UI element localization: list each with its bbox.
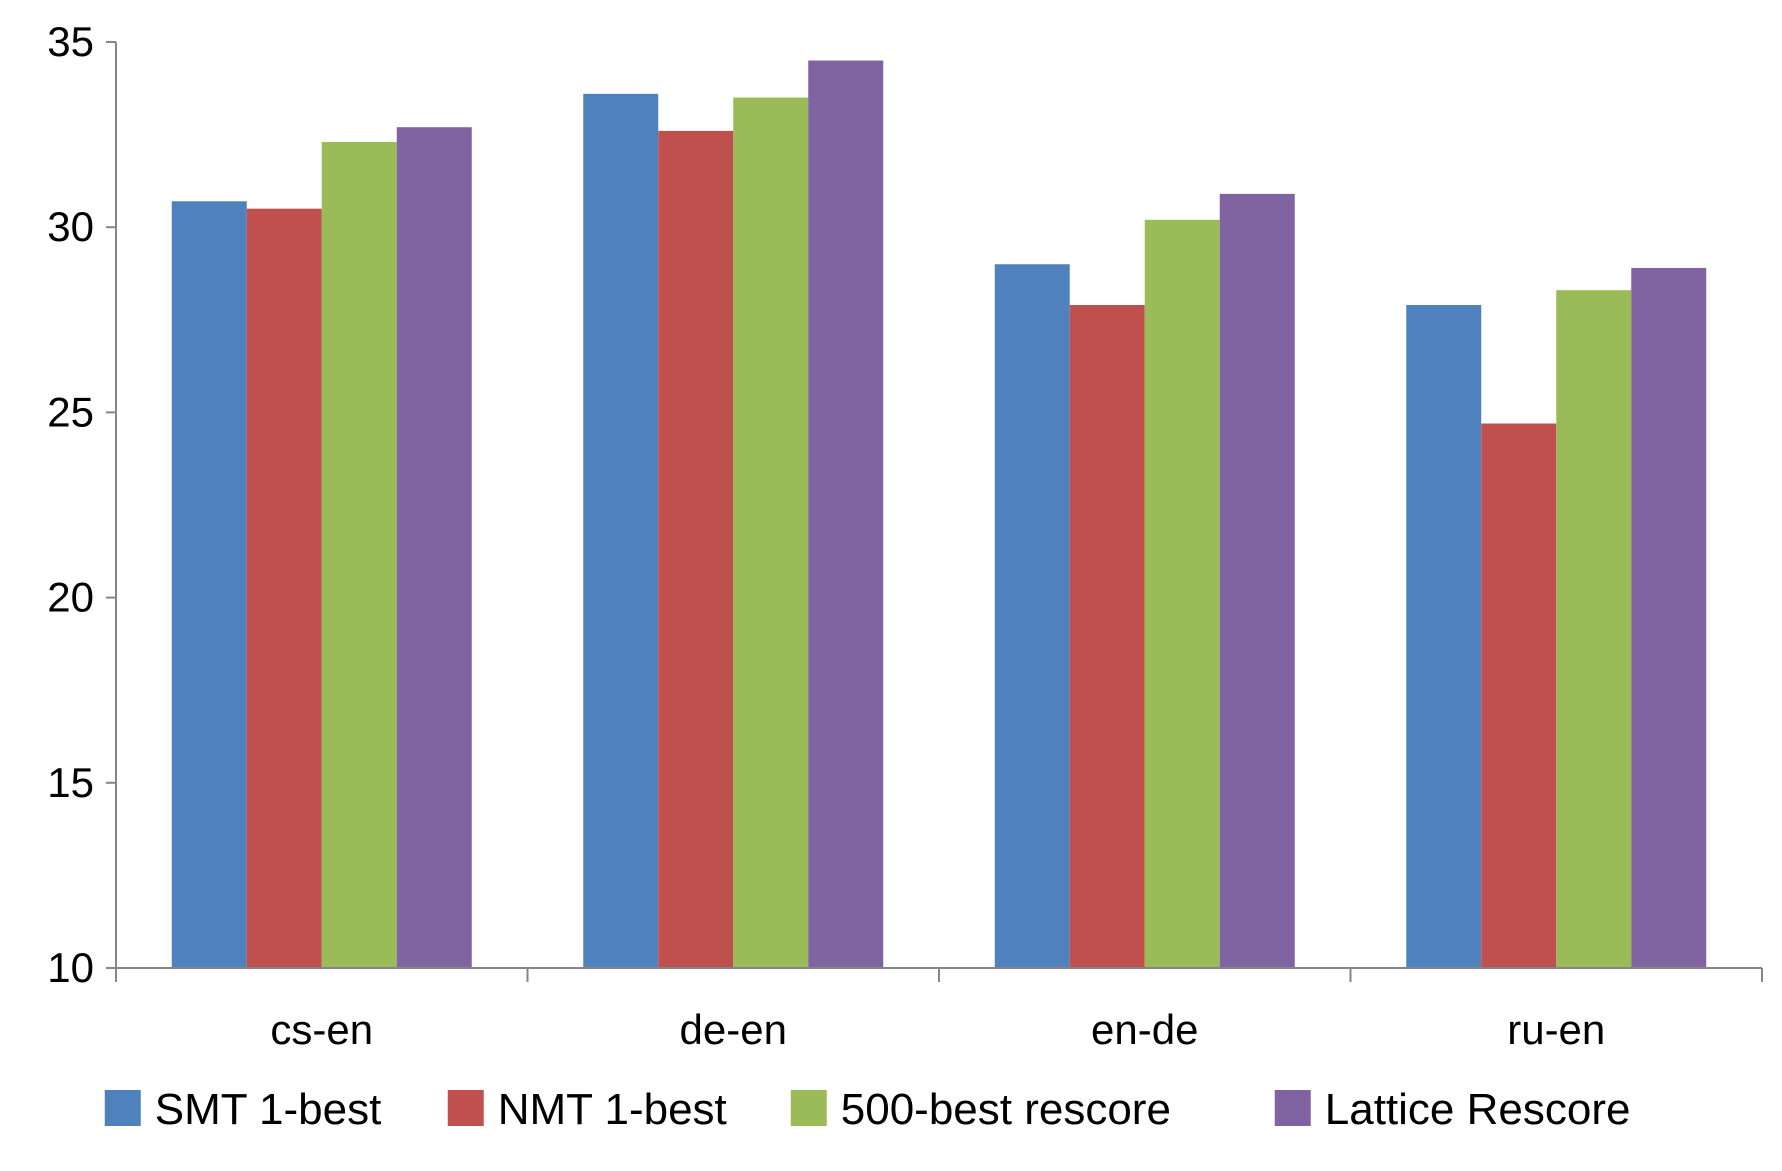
legend-swatch bbox=[790, 1090, 827, 1126]
y-tick-label: 10 bbox=[47, 944, 94, 991]
bar-ru-en-nmt-1-best bbox=[1481, 423, 1557, 969]
bar-cs-en-nmt-1-best bbox=[246, 208, 322, 968]
legend-label: 500-best rescore bbox=[841, 1085, 1171, 1134]
y-tick-label: 20 bbox=[47, 574, 94, 621]
bar-ru-en-smt-1-best bbox=[1406, 304, 1482, 968]
bar-en-de-nmt-1-best bbox=[1069, 304, 1145, 968]
bar-cs-en-lattice-rescore bbox=[396, 127, 472, 968]
x-tick-label: de-en bbox=[680, 1006, 787, 1053]
y-tick-label: 30 bbox=[47, 203, 94, 250]
bar-de-en-nmt-1-best bbox=[658, 130, 734, 968]
bar-ru-en-500-best-rescore bbox=[1556, 290, 1632, 969]
legend-swatch bbox=[1274, 1090, 1311, 1126]
bars-group bbox=[171, 60, 1707, 969]
bar-de-en-smt-1-best bbox=[583, 93, 659, 968]
legend-swatch bbox=[447, 1090, 484, 1126]
y-tick-label: 15 bbox=[47, 759, 94, 806]
bar-en-de-lattice-rescore bbox=[1219, 193, 1295, 968]
axes-group: cs-en de-en en-de ru-en 10 15 20 25 30 35 bbox=[47, 18, 1763, 1053]
legend-swatch bbox=[104, 1090, 141, 1126]
legend: SMT 1-best NMT 1-best 500-best rescore Latt… bbox=[104, 1085, 1631, 1134]
x-tick-label: ru-en bbox=[1507, 1006, 1605, 1053]
bar-en-de-smt-1-best bbox=[994, 264, 1070, 968]
bar-de-en-500-best-rescore bbox=[733, 97, 809, 968]
legend-label: Lattice Rescore bbox=[1325, 1085, 1631, 1134]
legend-label: NMT 1-best bbox=[498, 1085, 727, 1134]
bar-en-de-500-best-rescore bbox=[1144, 219, 1220, 969]
bar-cs-en-smt-1-best bbox=[171, 201, 247, 969]
legend-label: SMT 1-best bbox=[155, 1085, 382, 1134]
x-tick-label: en-de bbox=[1091, 1006, 1198, 1053]
y-tick-label: 25 bbox=[47, 388, 94, 435]
x-tick-label: cs-en bbox=[270, 1006, 373, 1053]
bar-ru-en-lattice-rescore bbox=[1631, 267, 1707, 969]
bar-de-en-lattice-rescore bbox=[808, 60, 884, 968]
bar-cs-en-500-best-rescore bbox=[321, 142, 397, 968]
y-tick-label: 35 bbox=[47, 18, 94, 65]
